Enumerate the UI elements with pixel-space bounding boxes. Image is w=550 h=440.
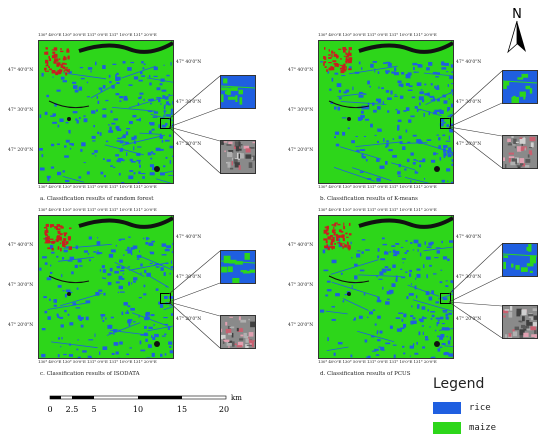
north-arrow-dark-half <box>517 21 526 52</box>
north-label: N <box>512 7 522 22</box>
lon-ticks-top: 130° 40'0"E 130° 50'0"E 131° 0'0"E 131° … <box>318 207 437 212</box>
zoom-satellite <box>502 305 538 339</box>
zoom-classified <box>220 250 256 284</box>
lon-ticks-bottom: 130° 40'0"E 130° 50'0"E 131° 0'0"E 131° … <box>318 184 437 189</box>
classification-map <box>38 215 174 359</box>
panel-caption: d. Classification results of PCUS <box>320 371 411 377</box>
legend-label-rice: rice <box>469 403 491 413</box>
zoom-satellite <box>220 140 256 174</box>
panel-isodata: 130° 40'0"E 130° 50'0"E 131° 0'0"E 131° … <box>0 205 256 395</box>
zoom-classified <box>220 75 256 109</box>
panel-caption: c. Classification results of ISODATA <box>40 371 140 377</box>
lat-left-1: 47° 40'0"N <box>8 68 34 73</box>
lat-right-2: 47° 30'0"N <box>456 100 482 105</box>
legend-swatch-maize <box>433 422 461 434</box>
scale-unit: km <box>231 394 242 402</box>
zoom-extent-box <box>440 293 451 304</box>
lat-right-3: 47° 20'0"N <box>176 317 202 322</box>
lat-right-3: 47° 20'0"N <box>456 142 482 147</box>
lat-right-2: 47° 30'0"N <box>176 100 202 105</box>
classification-map <box>318 215 454 359</box>
lat-left-1: 47° 40'0"N <box>288 68 314 73</box>
zoom-satellite <box>502 135 538 169</box>
zoom-classified <box>502 70 538 104</box>
panel-caption: a. Classification results of random fore… <box>40 196 154 202</box>
lat-left-3: 47° 20'0"N <box>288 148 314 153</box>
zoom-satellite <box>220 315 256 349</box>
panel-k-means: 130° 40'0"E 130° 50'0"E 131° 0'0"E 131° … <box>280 30 538 220</box>
legend-label-maize: maize <box>469 423 497 433</box>
scale-tick-5: 5 <box>91 405 96 414</box>
legend: Legend rice maize <box>425 376 545 440</box>
classification-map <box>318 40 454 184</box>
lat-left-2: 47° 30'0"N <box>288 108 314 113</box>
lon-ticks-bottom: 130° 40'0"E 130° 50'0"E 131° 0'0"E 131° … <box>38 184 157 189</box>
lat-right-1: 47° 40'0"N <box>176 60 202 65</box>
lat-left-1: 47° 40'0"N <box>288 243 314 248</box>
north-arrow: N <box>507 7 526 54</box>
lon-ticks-bottom: 130° 40'0"E 130° 50'0"E 131° 0'0"E 131° … <box>318 359 437 364</box>
lon-ticks-top: 130° 40'0"E 130° 50'0"E 131° 0'0"E 131° … <box>38 207 157 212</box>
zoom-classified <box>502 243 538 277</box>
lat-right-1: 47° 40'0"N <box>456 60 482 65</box>
scale-tick-15: 15 <box>177 405 187 414</box>
zoom-extent-box <box>160 293 171 304</box>
scale-bar: 0 2.5 5 10 15 20 km <box>47 394 242 414</box>
scale-tick-0: 0 <box>47 405 52 414</box>
lat-right-1: 47° 40'0"N <box>456 235 482 240</box>
zoom-extent-box <box>160 118 171 129</box>
zoom-extent-box <box>440 118 451 129</box>
lat-right-3: 47° 20'0"N <box>456 317 482 322</box>
panel-caption: b. Classification results of K-means <box>320 196 418 202</box>
north-arrow-light-half <box>507 20 518 54</box>
panel-random-forest: 130° 40'0"E 130° 50'0"E 131° 0'0"E 131° … <box>0 30 256 220</box>
lat-left-1: 47° 40'0"N <box>8 243 34 248</box>
panel-pcus: 130° 40'0"E 130° 50'0"E 131° 0'0"E 131° … <box>280 205 538 395</box>
lat-right-1: 47° 40'0"N <box>176 235 202 240</box>
lon-ticks-top: 130° 40'0"E 130° 50'0"E 131° 0'0"E 131° … <box>38 32 157 37</box>
lat-right-2: 47° 30'0"N <box>456 275 482 280</box>
lat-right-2: 47° 30'0"N <box>176 275 202 280</box>
lat-left-3: 47° 20'0"N <box>288 323 314 328</box>
lat-right-3: 47° 20'0"N <box>176 142 202 147</box>
lat-left-2: 47° 30'0"N <box>8 283 34 288</box>
legend-swatch-rice <box>433 402 461 414</box>
classification-map <box>38 40 174 184</box>
lon-ticks-top: 130° 40'0"E 130° 50'0"E 131° 0'0"E 131° … <box>318 32 437 37</box>
lon-ticks-bottom: 130° 40'0"E 130° 50'0"E 131° 0'0"E 131° … <box>38 359 157 364</box>
lat-left-2: 47° 30'0"N <box>288 283 314 288</box>
lat-left-3: 47° 20'0"N <box>8 323 34 328</box>
lat-left-2: 47° 30'0"N <box>8 108 34 113</box>
scale-tick-10: 10 <box>133 405 143 414</box>
legend-title: Legend <box>433 376 485 392</box>
scale-tick-20: 20 <box>219 405 229 414</box>
lat-left-3: 47° 20'0"N <box>8 148 34 153</box>
scale-tick-2-5: 2.5 <box>66 405 79 414</box>
